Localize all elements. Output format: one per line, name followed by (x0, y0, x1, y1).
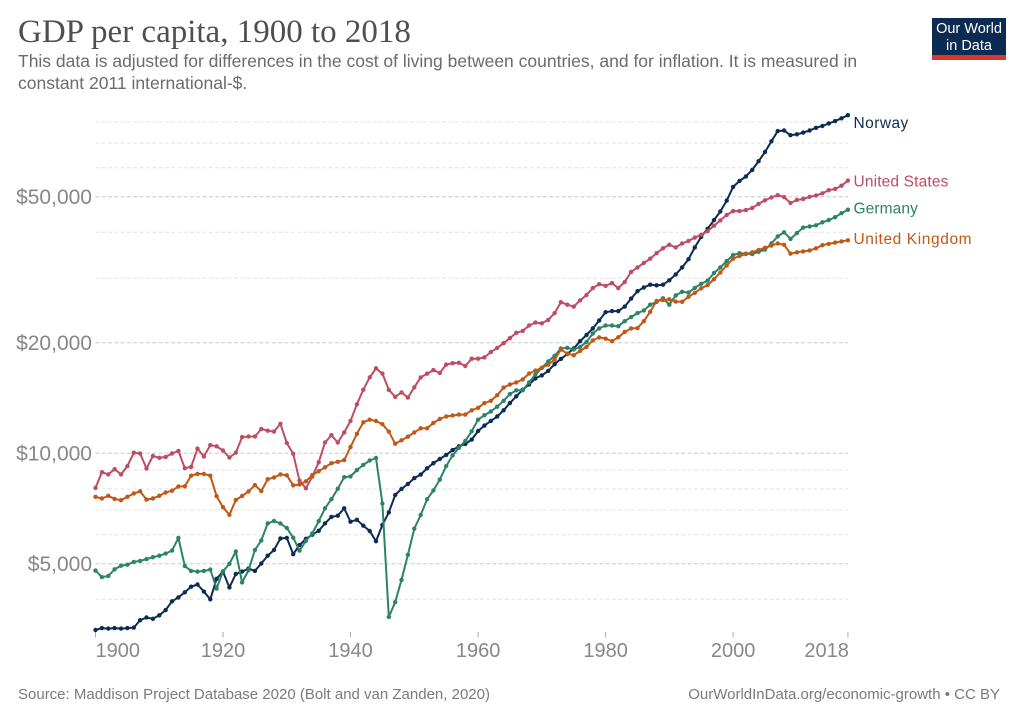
svg-text:United States: United States (854, 174, 949, 191)
svg-text:Norway: Norway (854, 115, 909, 132)
svg-text:1900: 1900 (96, 640, 141, 662)
svg-text:1940: 1940 (328, 640, 373, 662)
svg-text:$50,000: $50,000 (16, 186, 92, 209)
svg-text:1960: 1960 (456, 640, 501, 662)
svg-text:United Kingdom: United Kingdom (854, 231, 973, 248)
svg-text:$10,000: $10,000 (16, 442, 92, 465)
svg-text:1980: 1980 (583, 640, 628, 662)
svg-text:Germany: Germany (854, 200, 919, 217)
svg-text:$20,000: $20,000 (16, 332, 92, 355)
svg-text:2018: 2018 (804, 640, 849, 662)
svg-text:1920: 1920 (201, 640, 246, 662)
svg-text:2000: 2000 (711, 640, 756, 662)
svg-text:$5,000: $5,000 (28, 553, 92, 576)
